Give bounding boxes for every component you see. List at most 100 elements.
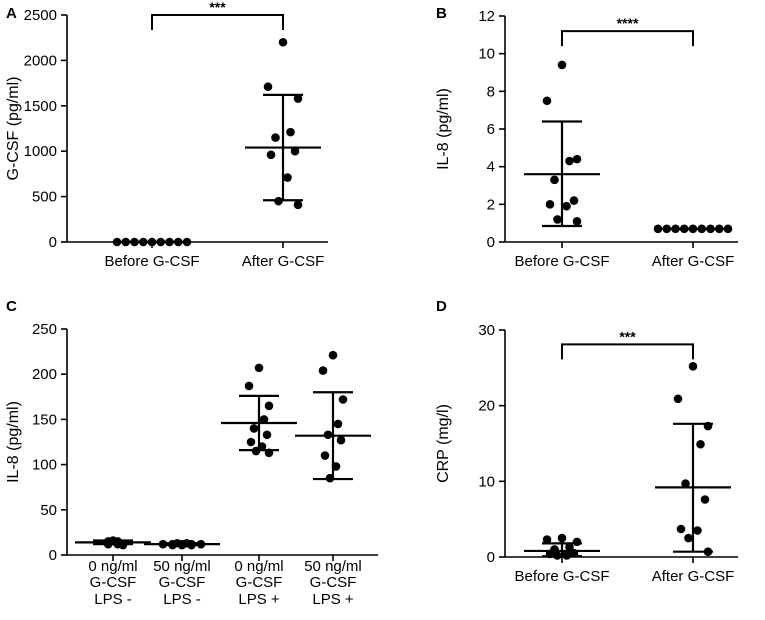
data-point — [293, 94, 303, 103]
data-point — [318, 366, 328, 375]
y-tick-label: 2 — [487, 196, 495, 213]
y-tick-label: 250 — [32, 321, 57, 338]
x-category-label: 50 ng/ml — [304, 558, 362, 575]
significance-bracket — [151, 14, 284, 30]
x-category-label: LPS + — [238, 591, 280, 608]
y-axis-title: IL-8 (pg/ml) — [435, 88, 452, 170]
panel-d: D 0 10 20 30 CRP (mg/l) Before G-CSF After G-CS… — [435, 298, 738, 585]
y-tick-label: 1500 — [24, 98, 57, 115]
y-tick-label: 0 — [49, 234, 57, 251]
data-point — [328, 350, 338, 360]
y-axis-title: CRP (mg/l) — [435, 404, 452, 483]
x-category-label: LPS - — [94, 591, 132, 608]
x-category-label: Before G-CSF — [104, 253, 199, 270]
data-point — [542, 96, 552, 106]
data-point — [264, 401, 274, 411]
panel-b: B 0 2 4 6 8 10 12 IL-8 (pg/ml) Before G-CSF After … — [435, 5, 738, 270]
x-category-label: G-CSF — [310, 574, 357, 591]
y-tick-label: 10 — [478, 473, 495, 490]
data-point — [693, 526, 702, 535]
significance-bracket — [561, 30, 694, 47]
data-point — [684, 533, 693, 543]
significance-stars: *** — [209, 0, 226, 15]
data-point — [293, 200, 303, 210]
x-category-label: G-CSF — [90, 574, 137, 591]
y-tick-label: 6 — [487, 121, 495, 138]
data-point — [266, 150, 276, 160]
y-tick-label: 0 — [49, 547, 57, 564]
data-point — [562, 201, 571, 211]
y-tick-label: 100 — [32, 457, 57, 474]
data-point — [565, 542, 574, 552]
data-point — [550, 175, 559, 185]
y-tick-label: 50 — [40, 502, 57, 519]
y-tick-label: 2500 — [24, 7, 57, 24]
data-point — [290, 146, 300, 156]
y-tick-label: 8 — [487, 83, 495, 100]
y-tick-label: 0 — [487, 234, 495, 251]
y-tick-label: 1000 — [24, 143, 57, 160]
x-category-label: 50 ng/ml — [153, 558, 211, 575]
data-point — [572, 154, 582, 164]
y-tick-label: 30 — [478, 322, 495, 339]
data-point — [320, 451, 330, 460]
data-point — [572, 216, 582, 226]
data-point — [333, 419, 343, 429]
data-point — [557, 533, 567, 543]
x-category-label: 0 ng/ml — [234, 558, 283, 575]
y-axis-title: G-CSF (pg/ml) — [5, 77, 22, 181]
x-category-label: Before G-CSF — [514, 253, 609, 270]
y-tick-label: 2000 — [24, 52, 57, 69]
data-point — [262, 430, 272, 440]
x-category-label: After G-CSF — [652, 568, 735, 585]
data-point — [542, 535, 552, 544]
panel-a: A 0 500 1000 1500 2000 2500 G-CSF (pg/ml) Before… — [5, 0, 328, 270]
data-point — [673, 394, 683, 404]
data-point — [676, 524, 686, 534]
data-point — [286, 127, 295, 137]
x-category-label: Before G-CSF — [514, 568, 609, 585]
panel-letter-d: D — [436, 298, 447, 315]
data-point — [283, 173, 292, 182]
data-point — [338, 395, 348, 404]
x-category-label: LPS - — [163, 591, 201, 608]
y-tick-label: 10 — [478, 46, 495, 63]
data-point — [681, 479, 690, 488]
y-tick-label: 0 — [487, 549, 495, 566]
x-category-label: After G-CSF — [242, 253, 325, 270]
data-point — [696, 439, 705, 449]
panel-letter-a: A — [6, 5, 17, 22]
y-tick-label: 150 — [32, 411, 57, 428]
y-tick-label: 200 — [32, 366, 57, 383]
data-point — [278, 37, 288, 47]
data-point — [336, 435, 346, 445]
panel-letter-b: B — [436, 5, 447, 22]
data-point — [263, 82, 273, 92]
x-category-label: G-CSF — [236, 574, 283, 591]
data-point — [569, 196, 579, 205]
data-point — [545, 200, 555, 209]
data-point — [553, 215, 562, 224]
y-tick-label: 12 — [478, 8, 495, 25]
x-category-label: LPS + — [312, 591, 354, 608]
data-point — [246, 437, 256, 447]
y-tick-label: 20 — [478, 398, 495, 415]
data-point — [254, 363, 264, 373]
data-point — [572, 537, 582, 547]
data-point — [557, 60, 567, 70]
significance-bracket — [561, 343, 694, 360]
x-category-label: G-CSF — [159, 574, 206, 591]
data-point — [565, 156, 574, 166]
y-tick-label: 4 — [487, 159, 495, 176]
data-point — [259, 415, 269, 424]
data-point — [244, 381, 254, 391]
data-point — [249, 424, 259, 433]
significance-stars: **** — [617, 15, 639, 31]
data-point — [688, 362, 698, 371]
x-category-label: After G-CSF — [652, 253, 735, 270]
x-category-label: 0 ng/ml — [88, 558, 137, 575]
y-axis-title: IL-8 (pg/ml) — [5, 401, 22, 483]
panel-letter-c: C — [6, 298, 17, 315]
